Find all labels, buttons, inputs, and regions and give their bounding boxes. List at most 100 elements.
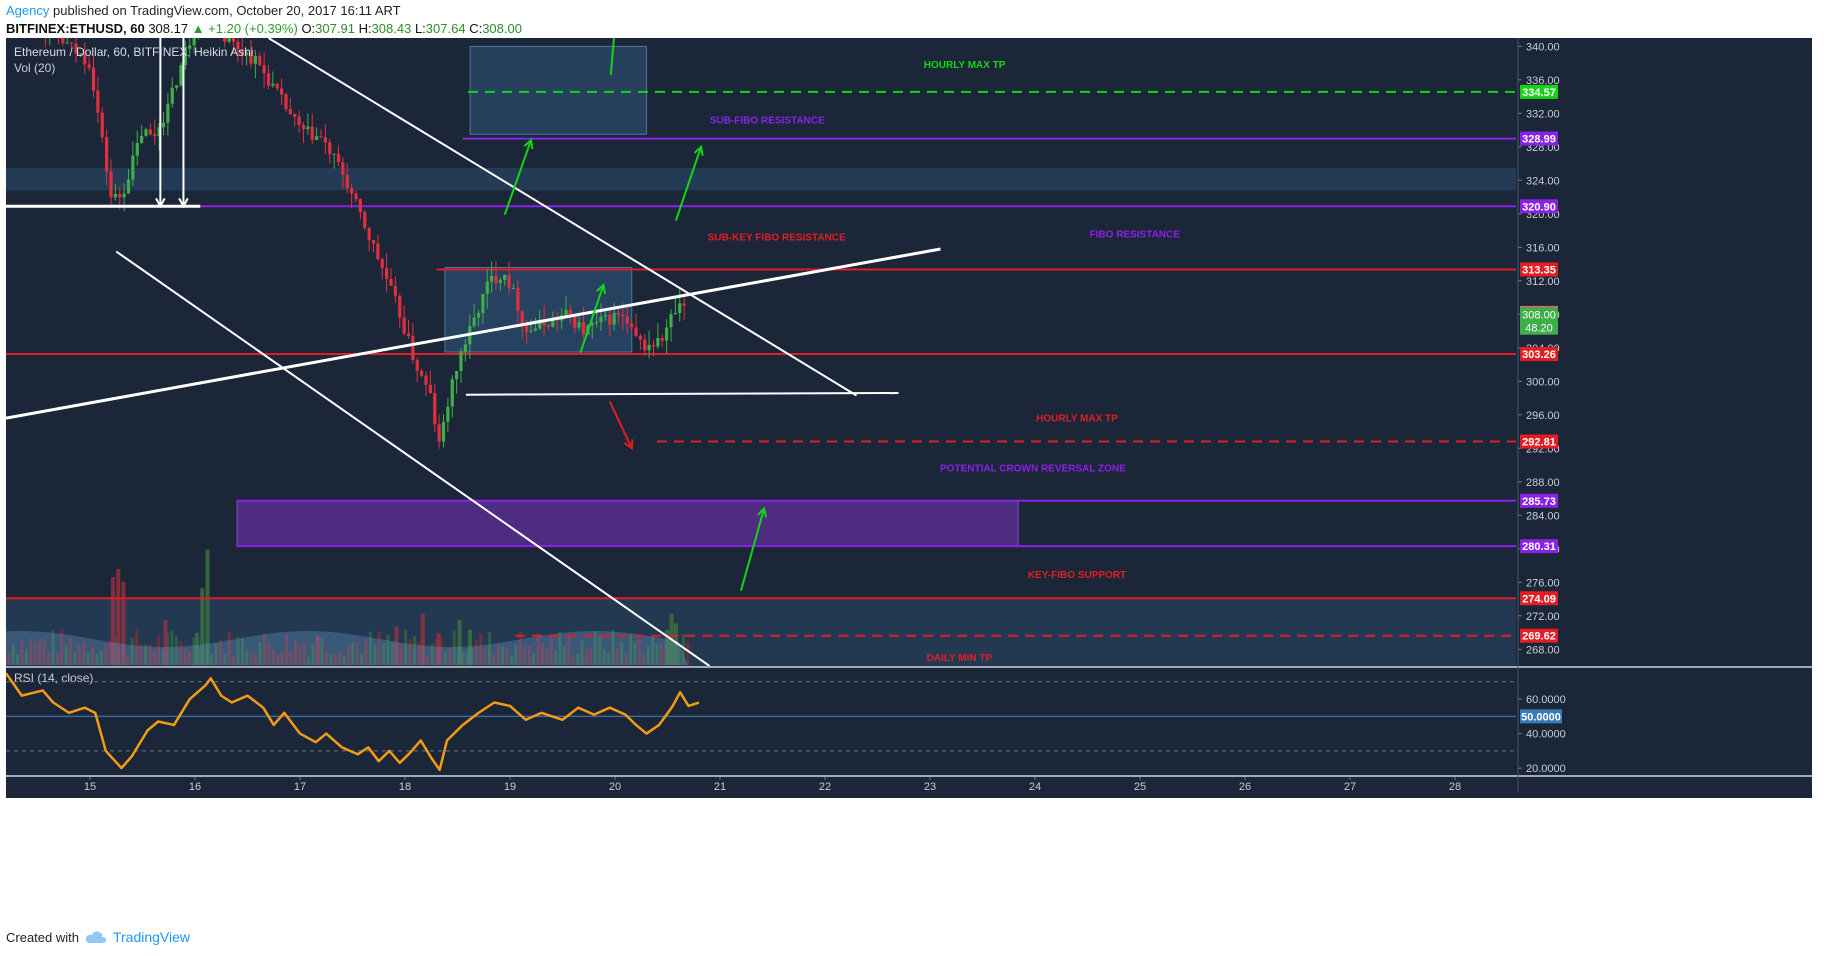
footer: Created with TradingView (6, 929, 190, 945)
volume-bar (104, 643, 108, 665)
level-tag-label-2: 320.90 (1522, 201, 1556, 213)
open-value: 307.91 (315, 21, 355, 36)
candle-body (415, 359, 419, 371)
volume-bar (510, 655, 513, 665)
level-tag-0 (1520, 84, 1558, 99)
volume-bar (602, 649, 606, 665)
volume-bar (91, 647, 95, 665)
time-tick-label: 23 (924, 781, 936, 793)
candle-body (183, 48, 187, 66)
volume-bar (386, 634, 390, 665)
volume-bar (540, 641, 544, 665)
candle-body (201, 16, 204, 23)
volume-bar (465, 650, 469, 665)
candle-body (288, 109, 292, 115)
rsi-tick-label: 40.0000 (1526, 729, 1566, 741)
volume-bar (567, 634, 571, 665)
candle-body (236, 41, 240, 50)
candle-body (96, 90, 100, 113)
candle-body (83, 53, 87, 65)
candle-body (253, 55, 257, 64)
volume-bar (24, 649, 28, 665)
volume-bar (148, 644, 152, 665)
candle-body (621, 314, 625, 317)
publisher-name[interactable]: Agency (6, 3, 50, 18)
volume-bar (311, 644, 315, 665)
volume-bar (355, 642, 359, 665)
candle-body (529, 330, 533, 332)
annotation-0: HOURLY MAX TP (924, 60, 1006, 71)
candle-body (363, 212, 367, 228)
candle-body (126, 179, 131, 194)
level-tag-7 (1520, 539, 1558, 554)
volume-bar (368, 631, 372, 665)
volume-bar-spike (111, 577, 115, 665)
rsi-line (6, 672, 700, 772)
candle-body (568, 309, 572, 317)
candle-body (485, 281, 489, 294)
price-tick-label: 324.00 (1526, 175, 1560, 187)
candle-body (275, 83, 279, 89)
candle-body (511, 287, 516, 289)
level-tag-9 (1520, 628, 1558, 643)
candle-body (240, 49, 244, 55)
candle-body (603, 315, 607, 317)
tradingview-link[interactable]: TradingView (112, 929, 191, 945)
candle-body (459, 351, 463, 371)
candle-body (53, 26, 56, 29)
candle-body (13, 4, 16, 9)
volume-bar (29, 638, 33, 665)
volume-bar (38, 638, 42, 665)
time-tick-label: 28 (1449, 781, 1461, 793)
volume-bar (51, 630, 55, 665)
volume-bar (545, 647, 549, 665)
volume-bar-spike (673, 623, 678, 665)
volume-bar (452, 630, 456, 665)
volume-bar (659, 644, 663, 665)
volume-bar-spike (121, 581, 126, 665)
level-tag-label-7: 280.31 (1522, 541, 1556, 553)
volume-bar (179, 641, 183, 665)
price-tag-2 (1520, 320, 1558, 335)
volume-bar-spike (665, 629, 670, 665)
annotation-3: FIBO RESISTANCE (1090, 229, 1181, 240)
volume-bar (285, 634, 289, 665)
volume-bar (342, 656, 346, 665)
candle-body (227, 38, 231, 42)
annotation-6: KEY-FIBO SUPPORT (1028, 570, 1126, 581)
candle-body (284, 94, 288, 110)
candle-body (39, 21, 42, 30)
volume-bar (7, 653, 11, 665)
annotation-7: DAILY MIN TP (927, 653, 993, 664)
candle-body (345, 174, 349, 189)
volume-ma-area (6, 631, 689, 665)
annotation-2: SUB-KEY FIBO RESISTANCE (708, 233, 846, 244)
volume-bar (377, 632, 381, 665)
volume-bar (42, 641, 46, 665)
volume-bar (637, 639, 641, 665)
candle-body (441, 421, 446, 442)
price-tick-label: 300.00 (1526, 376, 1560, 388)
high-label: H: (358, 21, 372, 36)
volume-bar (329, 654, 333, 665)
candle-body (44, 30, 47, 33)
volume-bar (3, 643, 6, 665)
candle-body (175, 85, 179, 88)
volume-bar (20, 640, 24, 665)
candle-body (406, 333, 411, 337)
volume-bar (651, 635, 655, 665)
volume-bar (620, 641, 624, 665)
price-change: ▲ +1.20 (+0.39%) (191, 21, 298, 36)
volume-bar (615, 647, 619, 665)
candle-body (385, 268, 389, 279)
candle-body (665, 327, 669, 341)
time-tick-label: 27 (1344, 781, 1356, 793)
volume-bar (487, 631, 491, 665)
level-tag-label-1: 328.99 (1522, 134, 1556, 146)
volume-bar (399, 644, 403, 665)
price-tick-label: 332.00 (1526, 108, 1560, 120)
rsi-tick-label: 20.0000 (1526, 763, 1566, 775)
volume-bar (55, 653, 59, 665)
candle-body (678, 303, 682, 313)
